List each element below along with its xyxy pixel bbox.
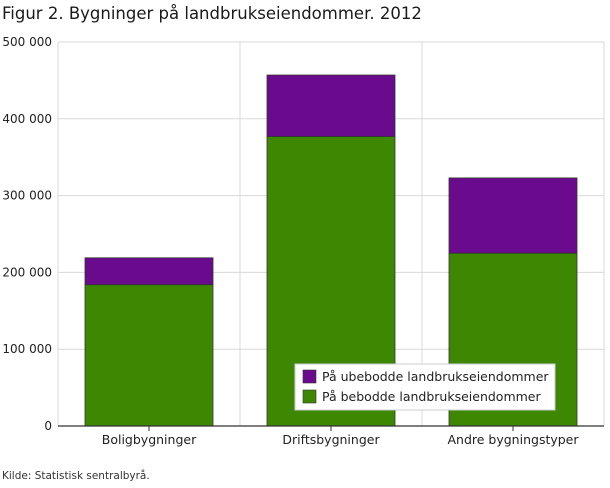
y-tick-label: 300 000 (2, 189, 52, 203)
axes (57, 42, 604, 431)
y-axis-ticks: 0 100 000 200 000 300 000 400 000 500 000 (2, 35, 52, 433)
legend-swatch (302, 369, 317, 384)
x-category-label: Boligbygninger (102, 432, 197, 447)
y-tick-label: 200 000 (2, 265, 52, 279)
bar-segment (266, 74, 396, 137)
x-category-label: Driftsbygninger (282, 432, 380, 447)
bar-segment (448, 177, 578, 254)
legend-label: På bebodde landbrukseiendommer (322, 389, 541, 404)
bar-segment (84, 257, 214, 286)
y-tick-label: 500 000 (2, 35, 52, 49)
legend-label: På ubebodde landbrukseiendommer (322, 369, 549, 384)
bar-segment (84, 284, 214, 427)
legend-box (294, 363, 556, 411)
source-note: Kilde: Statistisk sentralbyrå. (2, 470, 150, 482)
x-category-label: Andre bygningstyper (447, 432, 579, 447)
legend: På ubebodde landbrukseiendommer På bebodd… (294, 363, 556, 411)
legend-swatch (302, 389, 317, 404)
y-tick-label: 400 000 (2, 112, 52, 126)
y-tick-label: 0 (44, 419, 52, 433)
x-axis-categories: Boligbygninger Driftsbygninger Andre bygni… (102, 432, 580, 447)
y-tick-label: 100 000 (2, 342, 52, 356)
chart-title: Figur 2. Bygninger på landbrukseiendomme… (2, 4, 422, 23)
